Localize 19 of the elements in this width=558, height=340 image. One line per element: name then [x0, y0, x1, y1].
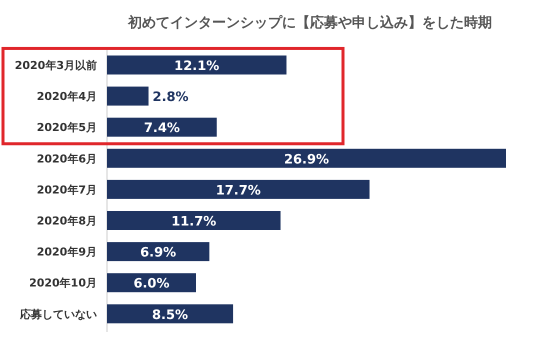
data-label: 6.0% — [133, 276, 170, 292]
y-tick-label: 2020年8月 — [36, 214, 97, 228]
data-label: 6.9% — [140, 246, 176, 261]
data-label: 11.7% — [171, 214, 216, 230]
data-label: 7.4% — [144, 121, 180, 136]
data-label: 26.9% — [284, 152, 330, 168]
data-label: 12.1% — [174, 59, 220, 74]
data-label: 2.8% — [152, 90, 189, 106]
y-tick-label: 2020年7月 — [36, 183, 97, 196]
y-tick-label: 応募していない — [19, 308, 97, 321]
data-label: 8.5% — [152, 308, 188, 323]
y-tick-label: 2020年4月 — [36, 90, 97, 104]
y-tick-label: 2020年9月 — [36, 246, 97, 259]
data-label: 17.7% — [216, 183, 261, 198]
y-tick-label: 2020年6月 — [36, 152, 97, 166]
y-tick-label: 2020年5月 — [36, 121, 97, 134]
title: 初めてインターンシップに【応募や申し込み】をした時期 — [128, 15, 492, 31]
y-tick-label: 2020年3月以前 — [14, 59, 97, 72]
y-tick-label: 2020年10月 — [29, 276, 97, 290]
